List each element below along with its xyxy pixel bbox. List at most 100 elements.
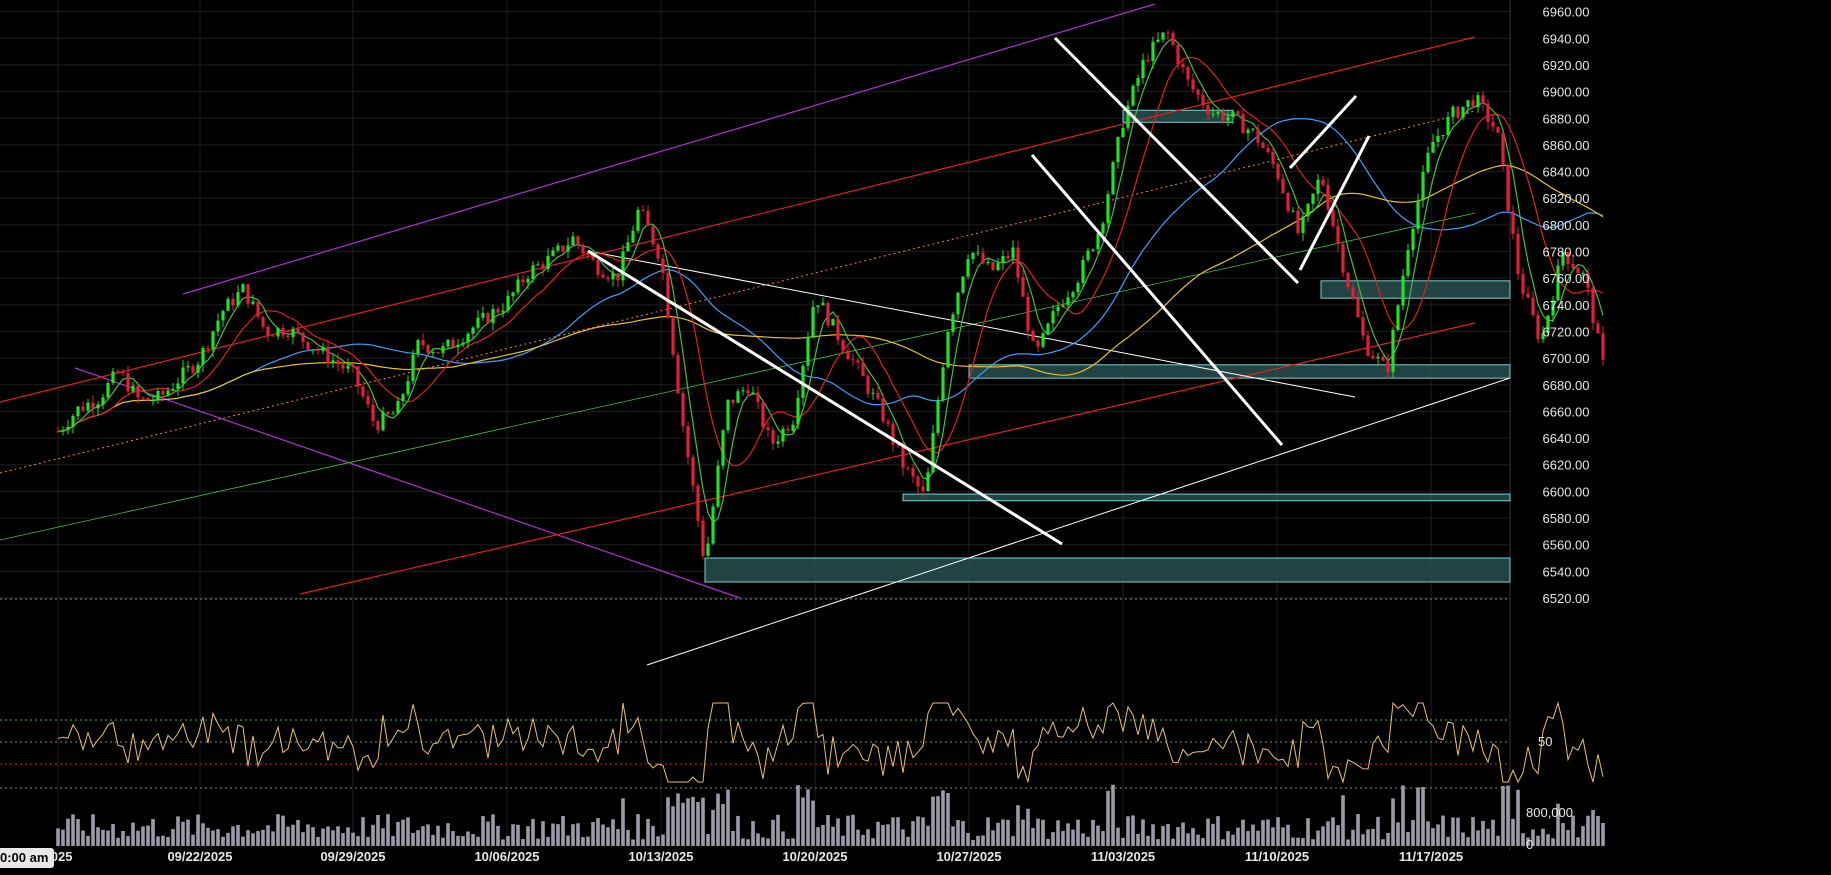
- candle-body: [1191, 79, 1195, 90]
- volume-bar: [226, 832, 230, 846]
- volume-bar: [1076, 819, 1080, 846]
- candle-body: [1521, 273, 1525, 294]
- volume-bar: [106, 830, 110, 846]
- volume-bar: [1286, 824, 1290, 846]
- candle-body: [1421, 171, 1425, 201]
- volume-bar: [231, 826, 235, 846]
- oscillator-pane: 50: [0, 701, 1604, 784]
- volume-bar: [1341, 795, 1345, 846]
- candle-body: [1031, 330, 1035, 341]
- volume-bar: [1461, 832, 1465, 846]
- candle-body: [361, 386, 365, 397]
- volume-bar: [1201, 838, 1205, 846]
- candle-body: [1571, 263, 1575, 268]
- volume-bar: [1251, 824, 1255, 846]
- volume-bar: [96, 827, 100, 846]
- candle-body: [1601, 333, 1605, 360]
- volume-bar: [746, 839, 750, 846]
- candle-body: [281, 327, 285, 336]
- volume-bar: [811, 800, 815, 846]
- volume-bar: [896, 817, 900, 846]
- volume-bar: [331, 830, 335, 846]
- volume-bar: [901, 829, 905, 846]
- volume-bar: [921, 817, 925, 846]
- volume-bar: [441, 837, 445, 846]
- candle-body: [316, 349, 320, 351]
- volume-bar: [1291, 837, 1295, 846]
- volume-bar: [411, 832, 415, 846]
- candle-body: [1591, 287, 1595, 324]
- volume-bar: [166, 836, 170, 846]
- volume-bar: [966, 833, 970, 846]
- volume-bar: [1371, 828, 1375, 846]
- candle-body: [696, 485, 700, 521]
- candle-body: [751, 392, 755, 394]
- candle-body: [391, 413, 395, 415]
- candle-body: [946, 331, 950, 368]
- price-tick-label: 6820.00: [1543, 191, 1590, 206]
- volume-bar: [61, 829, 65, 846]
- candle-body: [91, 402, 95, 409]
- candle-body: [341, 364, 345, 369]
- candle-body: [1536, 315, 1540, 340]
- candle-body: [1581, 272, 1585, 274]
- volume-bar: [646, 818, 650, 846]
- candle-body: [631, 230, 635, 243]
- volume-bar: [636, 814, 640, 846]
- candle-body: [646, 210, 650, 227]
- date-tick-label: 10/06/2025: [474, 849, 539, 864]
- volume-bar: [601, 824, 605, 846]
- candle-body: [166, 390, 170, 395]
- candle-body: [706, 543, 710, 556]
- candle-body: [1131, 85, 1135, 106]
- candle-body: [681, 393, 685, 427]
- volume-bar: [291, 824, 295, 846]
- volume-bar: [1131, 815, 1135, 846]
- candle-body: [466, 333, 470, 343]
- candle-body: [191, 366, 195, 373]
- candle-body: [246, 284, 250, 304]
- volume-bar: [1426, 821, 1430, 846]
- volume-bar: [706, 834, 710, 846]
- candle-body: [936, 400, 940, 433]
- candle-body: [1261, 142, 1265, 149]
- candle-body: [846, 350, 850, 360]
- volume-bar: [1171, 838, 1175, 846]
- volume-bar: [271, 831, 275, 846]
- volume-bar: [556, 824, 560, 846]
- volume-bar: [91, 814, 95, 846]
- candle-body: [441, 346, 445, 353]
- volume-bar: [876, 821, 880, 846]
- volume-bar: [1566, 830, 1570, 846]
- candle-body: [1516, 233, 1520, 274]
- candle-body: [1331, 209, 1335, 227]
- volume-bar: [926, 825, 930, 846]
- support-zone: [968, 364, 1511, 379]
- volume-bar: [461, 836, 465, 846]
- volume-bar: [671, 806, 675, 846]
- volume-bar: [766, 838, 770, 846]
- volume-bar: [76, 819, 80, 846]
- volume-bar: [421, 826, 425, 846]
- candle-body: [1051, 311, 1055, 324]
- volume-bar: [436, 825, 440, 846]
- candle-body: [1306, 203, 1310, 217]
- candle-body: [566, 245, 570, 252]
- price-tick-label: 6800.00: [1543, 218, 1590, 233]
- candle-body: [1596, 323, 1600, 334]
- volume-bar: [1086, 836, 1090, 846]
- candle-body: [501, 310, 505, 313]
- candle-body: [1506, 164, 1510, 212]
- price-tick-label: 6520.00: [1543, 591, 1590, 606]
- candle-body: [656, 244, 660, 259]
- volume-bar: [771, 819, 775, 846]
- candle-body: [1576, 267, 1580, 273]
- candle-body: [411, 354, 415, 382]
- volume-bar: [666, 797, 670, 846]
- candle-body: [1321, 179, 1325, 185]
- candle-body: [56, 431, 60, 433]
- candle-body: [581, 244, 585, 254]
- volume-bar: [676, 793, 680, 846]
- candle-body: [641, 209, 645, 211]
